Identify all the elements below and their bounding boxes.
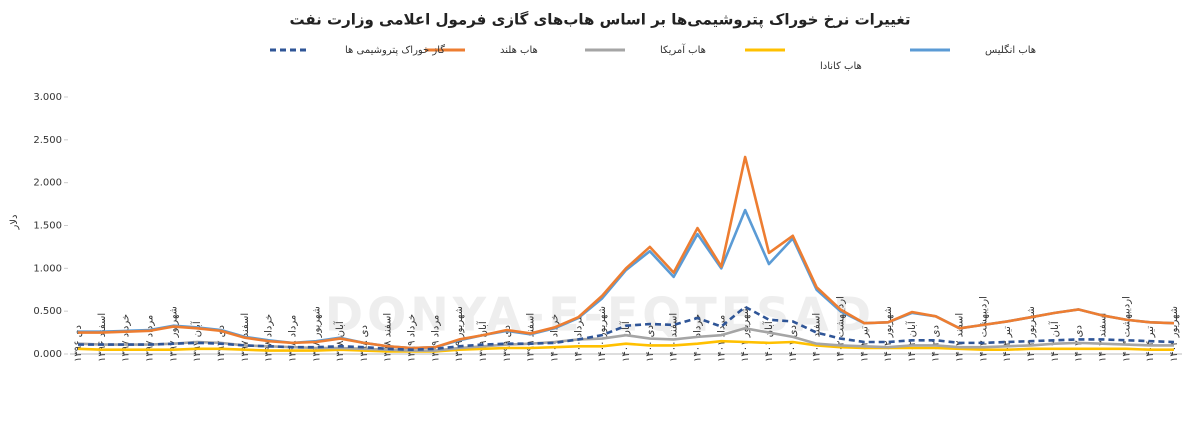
x-tick-label: اسفند ۱۳۹۶ xyxy=(97,313,108,362)
legend-label: هاب هلند xyxy=(500,45,538,56)
y-tick-label: 1.500 xyxy=(33,221,62,232)
y-tick-label: 2.000 xyxy=(33,178,62,189)
x-tick-label: آبان ۱۴۰۱ xyxy=(762,320,775,362)
x-tick-label: دی ۱۴۰۲ xyxy=(931,325,942,362)
y-axis-label: دلار xyxy=(9,215,20,231)
x-tick-label: خرداد ۱۴۰۰ xyxy=(550,314,561,362)
legend-label: گاز خوراک پتروشیمی ها xyxy=(345,44,445,56)
x-tick-label: شهریور ۱۳۹۸ xyxy=(311,306,322,362)
x-tick-label: اسفند ۱۴۰۰ xyxy=(669,313,680,362)
x-tick-label: دی ۱۴۰۱ xyxy=(788,325,799,362)
x-tick-label: آبان ۱۴۰۰ xyxy=(619,320,632,362)
x-tick-label: آبان ۱۳۹۹ xyxy=(476,320,489,362)
x-tick-label: مرداد ۱۳۹۹ xyxy=(430,315,441,362)
y-tick-label: 1.000 xyxy=(33,263,62,274)
x-tick-label: اسفند ۱۴۰۱ xyxy=(812,313,823,362)
x-tick-label: مرداد ۱۴۰۱ xyxy=(716,315,727,362)
watermark: DONYA-E-EQTESAD xyxy=(325,288,875,342)
x-tick-label: شهریور ۱۳۹۹ xyxy=(454,306,465,362)
x-tick-label: اسفند ۱۳۹۸ xyxy=(383,313,394,362)
x-tick-label: اردیبهشت ۱۴۰۳ xyxy=(978,296,989,362)
y-tick-label: 2.500 xyxy=(33,135,62,146)
x-tick-label: تیر ۱۴۰۴ xyxy=(1145,326,1156,362)
x-tick-label: اسفند ۱۴۰۲ xyxy=(955,313,966,362)
legend-label: هاب انگلیس xyxy=(985,44,1036,56)
series-line xyxy=(78,305,1175,352)
x-tick-label: شهریور ۱۴۰۳ xyxy=(1026,306,1037,362)
x-tick-label: اردیبهشت ۱۴۰۲ xyxy=(835,296,846,362)
x-tick-label: تیر ۱۴۰۲ xyxy=(859,326,870,362)
x-tick-label: دی ۱۴۰۰ xyxy=(645,325,656,362)
x-tick-label: اردیبهشت ۱۴۰۴ xyxy=(1121,296,1132,362)
x-tick-label: خرداد ۱۳۹۷ xyxy=(121,314,132,362)
x-tick-label: شهریور ۱۴۰۰ xyxy=(597,306,608,362)
series-line xyxy=(77,339,1174,353)
legend-label: هاب کانادا xyxy=(820,61,862,72)
chart-title: تغییرات نرخ خوراک پتروشیمی‌ها بر اساس ها… xyxy=(289,11,910,30)
x-tick-label: اسفند ۱۳۹۹ xyxy=(526,313,537,362)
y-tick-label: 3.000 xyxy=(33,92,62,103)
y-tick-label: 0.500 xyxy=(33,306,62,317)
x-tick-label: خرداد ۱۳۹۸ xyxy=(264,314,275,362)
x-tick-label: شهریور ۱۳۹۷ xyxy=(168,306,179,362)
x-tick-label: اسفند ۱۴۰۳ xyxy=(1098,313,1109,362)
x-tick-label: شهریور ۱۴۰۱ xyxy=(740,306,751,362)
x-tick-label: تیر ۱۴۰۳ xyxy=(1002,326,1013,362)
series-line xyxy=(78,155,1175,350)
x-tick-label: خرداد ۱۳۹۹ xyxy=(407,314,418,362)
y-tick-label: 0.000 xyxy=(33,349,62,360)
x-tick-label: مرداد ۱۳۹۷ xyxy=(144,315,155,362)
x-tick-label: آبان ۱۳۹۸ xyxy=(333,320,346,362)
x-tick-label: مرداد ۱۳۹۸ xyxy=(287,315,298,362)
legend-label: هاب آمریکا xyxy=(660,43,706,56)
x-tick-label: شهریور ۱۴۰۲ xyxy=(883,306,894,362)
x-tick-label: شهریور ۱۴۰۴ xyxy=(1169,306,1180,362)
